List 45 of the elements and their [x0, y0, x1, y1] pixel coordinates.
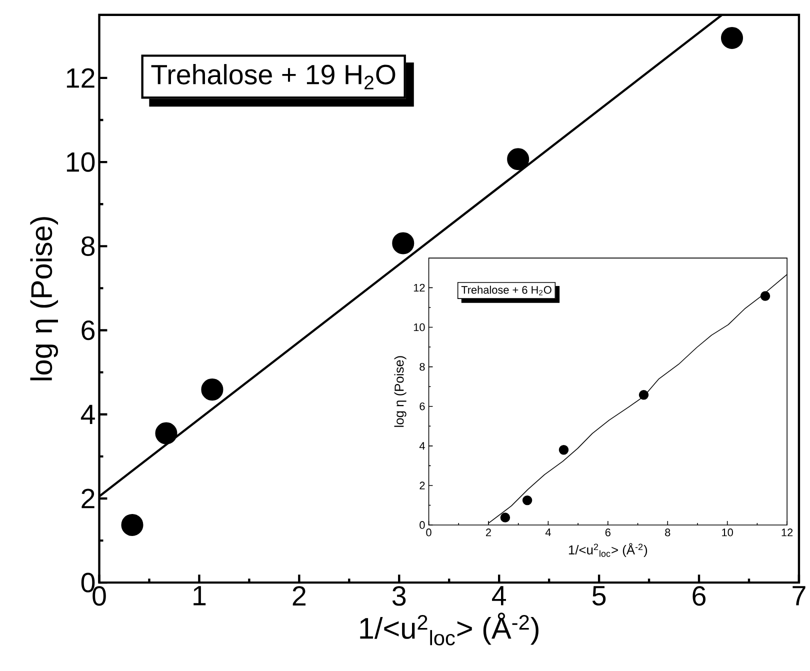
x-tick-label: 0: [426, 528, 432, 536]
x-axis-title: 1/<u$^{2}$$_{loc}$> (Å$^{-2}$): [360, 612, 538, 646]
x-tick-label: 6: [605, 528, 610, 536]
x-tick-label: 4: [545, 528, 551, 536]
point: [201, 378, 224, 401]
y-axis-title: log η (Poise): [394, 356, 406, 427]
point: [500, 512, 510, 522]
x-tick-label: 4: [492, 586, 506, 606]
annotation: Trehalose + 6 H$_{2}$O: [461, 286, 552, 296]
y-tick-label: 12: [66, 68, 94, 88]
y-tick-label: 10: [66, 152, 95, 172]
point: [121, 514, 144, 536]
y-tick-label: 2: [420, 482, 425, 490]
annotation: Trehalose + 19 H$_{2}$O: [151, 64, 396, 90]
y-axis-title: log η (Poise): [30, 217, 58, 380]
y-tick-label: 4: [80, 404, 95, 424]
y-tick-label: 12: [414, 284, 425, 292]
point: [720, 27, 744, 50]
x-tick-label: 2: [292, 586, 306, 606]
y-tick-label: 6: [82, 320, 95, 340]
point: [392, 232, 414, 254]
point: [558, 445, 569, 455]
y-tick-label: 2: [82, 488, 94, 508]
y-tick-label: 8: [420, 362, 425, 371]
x-tick-label: 6: [692, 586, 706, 606]
x-tick-label: 2: [486, 528, 491, 536]
y-tick-label: 8: [82, 236, 95, 256]
x-tick-label: 10: [722, 528, 733, 536]
y-tick-label: 0: [420, 521, 425, 529]
y-tick-label: 4: [419, 442, 425, 450]
y-tick-label: 6: [420, 402, 425, 410]
point: [760, 291, 770, 301]
point: [638, 390, 649, 400]
x-tick-label: 12: [782, 528, 793, 536]
x-tick-label: 3: [392, 586, 406, 606]
point: [522, 495, 532, 506]
point: [155, 422, 178, 444]
x-tick-label: 1: [194, 586, 206, 606]
x-tick-label: 7: [792, 586, 806, 606]
y-tick-label: 0: [81, 572, 95, 592]
x-axis-title: 1/<u$^{2}$$_{loc}$> (Å$^{-2}$): [568, 543, 648, 558]
x-tick-label: 8: [665, 528, 670, 536]
point: [507, 148, 530, 170]
y-tick-label: 10: [414, 323, 425, 332]
x-tick-label: 5: [592, 586, 606, 606]
